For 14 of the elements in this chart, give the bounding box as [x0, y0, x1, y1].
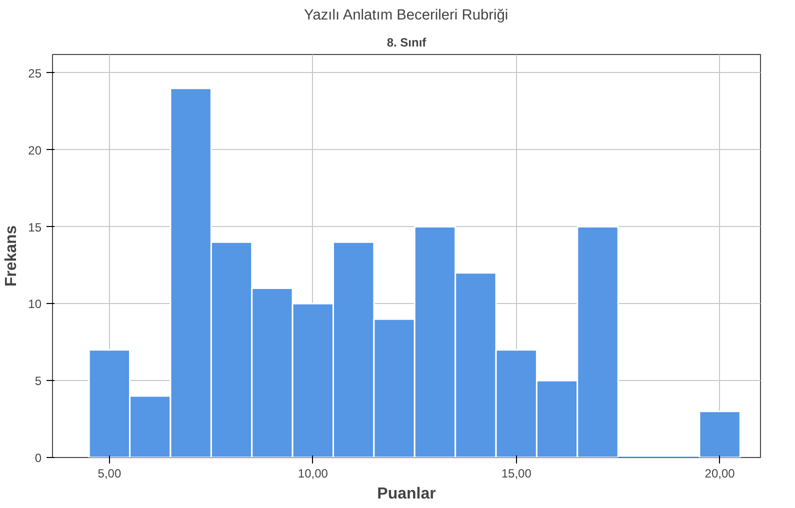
x-tick-label: 15,00: [501, 466, 532, 480]
x-tick-label: 20,00: [704, 466, 736, 480]
y-tick-label: 5: [34, 374, 42, 388]
y-tick-label: 15: [28, 220, 42, 234]
y-axis-title: Frekans: [3, 225, 20, 287]
chart-title: Yazılı Anlatım Becerileri Rubriği: [304, 8, 508, 24]
x-tick-label: 10,00: [298, 466, 328, 480]
y-tick-label: 20: [28, 143, 42, 158]
chart-subtitle: 8. Sınıf: [386, 36, 428, 50]
y-tick-label: 10: [28, 297, 42, 312]
y-tick-label: 0: [34, 451, 42, 465]
x-tick-label: 5,00: [98, 466, 122, 480]
x-axis-title: Puanlar: [377, 486, 436, 502]
y-tick-label: 25: [28, 66, 42, 80]
